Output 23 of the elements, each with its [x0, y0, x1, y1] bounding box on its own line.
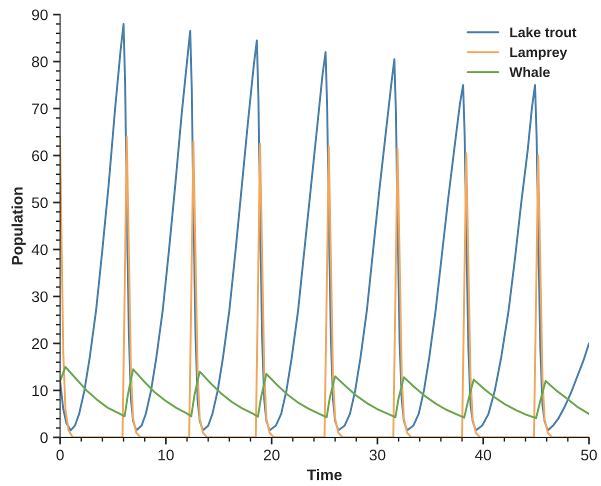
y-tick-label: 90 — [32, 9, 48, 20]
x-tick-label: 0 — [56, 450, 64, 460]
x-tick-label: 20 — [264, 450, 280, 460]
y-tick-label: 40 — [32, 244, 48, 256]
x-axis-title: Time — [307, 469, 342, 480]
line-series — [60, 23, 589, 432]
y-axis-title: Population — [12, 187, 26, 264]
y-tick-label: 10 — [32, 385, 48, 396]
legend-label: Whale — [509, 66, 550, 78]
line-series — [60, 366, 589, 420]
y-tick-label: 50 — [32, 197, 48, 208]
x-tick-label: 30 — [370, 450, 386, 460]
y-tick-label: 70 — [32, 103, 48, 114]
y-tick-label: 30 — [32, 291, 48, 302]
y-tick-label: 0 — [40, 432, 48, 444]
y-tick-label: 80 — [32, 56, 48, 68]
x-tick-label: 10 — [158, 450, 174, 460]
legend-label: Lamprey — [510, 47, 568, 60]
y-tick-label: 60 — [32, 150, 48, 162]
x-tick-label: 50 — [581, 450, 597, 460]
x-tick-label: 40 — [475, 450, 492, 460]
y-tick-label: 20 — [32, 338, 48, 350]
legend-label: Lake trout — [510, 27, 576, 38]
